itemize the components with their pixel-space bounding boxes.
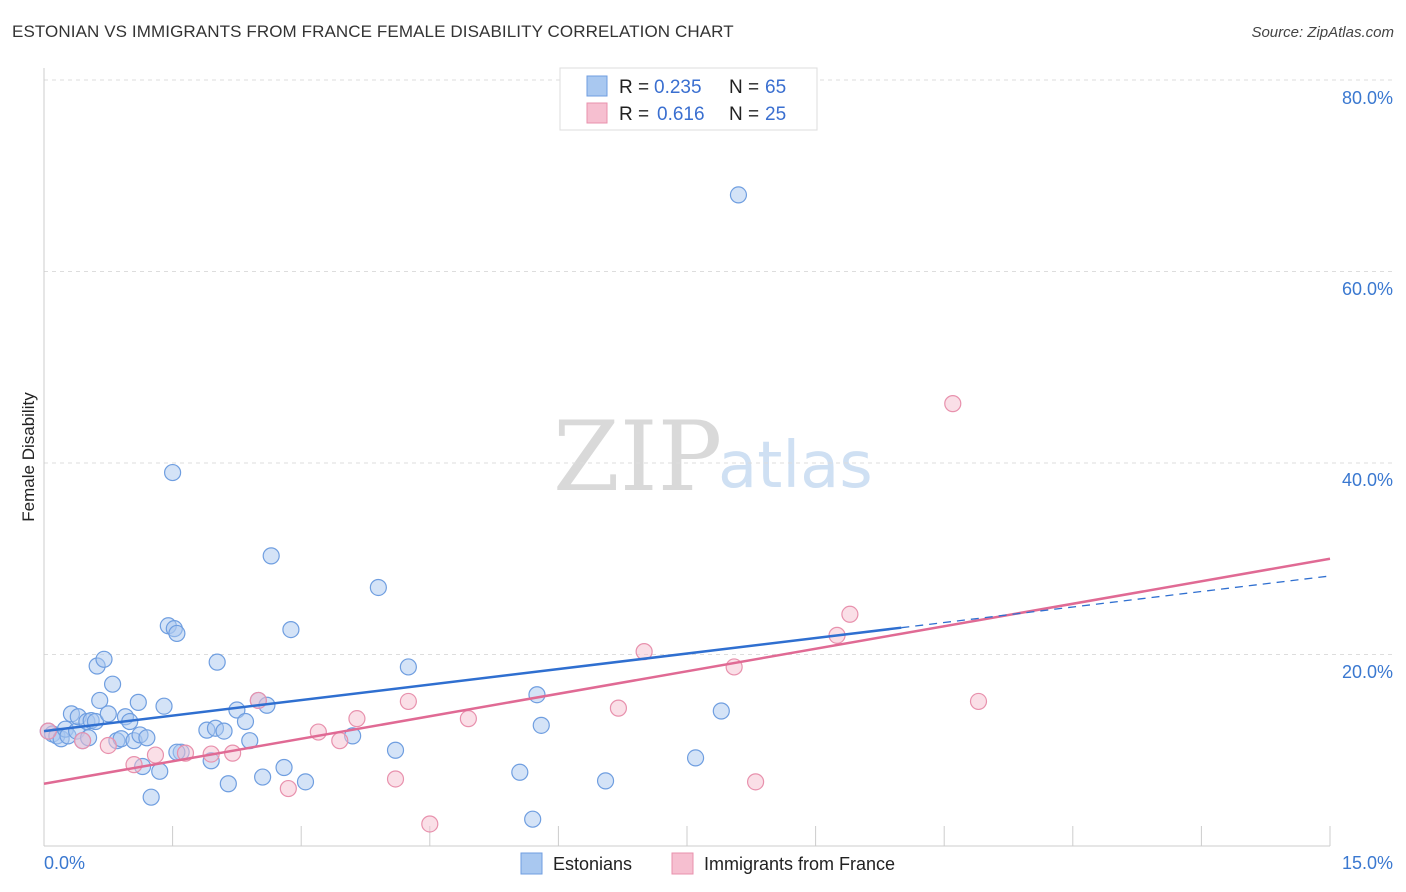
estonians-point-39 xyxy=(208,653,226,671)
legend-r-value-estonians: 0.235 xyxy=(654,77,702,98)
bottom-legend-swatch-france xyxy=(671,852,694,875)
estonians-point-57 xyxy=(524,810,542,828)
legend-r-value-france: 0.616 xyxy=(657,104,705,125)
estonians-point-30 xyxy=(155,697,173,715)
france-point-23 xyxy=(944,395,962,413)
estonians-point-41 xyxy=(219,775,237,793)
estonians-point-17 xyxy=(99,705,117,723)
y-tick-label-80: 80.0% xyxy=(1342,88,1393,108)
y-tick-labels: 80.0% 60.0% 40.0% 20.0% xyxy=(1342,88,1393,682)
estonians-point-61 xyxy=(686,749,705,767)
source-label: Source: ZipAtlas.com xyxy=(1251,24,1394,41)
france-point-15 xyxy=(421,815,439,833)
france-point-22 xyxy=(841,605,859,623)
bottom-legend-label-estonians: Estonians xyxy=(553,854,632,874)
bottom-legend-label-france: Immigrants from France xyxy=(704,854,895,874)
france-point-2 xyxy=(99,736,117,755)
estonians-point-43 xyxy=(236,712,255,731)
legend-box: R = 0.235 N = 65 R = 0.616 N = 25 xyxy=(559,67,818,131)
estonians-point-49 xyxy=(275,758,293,777)
france-point-16 xyxy=(459,710,477,728)
france-point-7 xyxy=(224,744,242,762)
watermark-atlas: atlas xyxy=(718,429,873,503)
france-point-1 xyxy=(73,732,92,750)
trend-line-france xyxy=(43,557,1331,785)
trend-line-estonians-extension xyxy=(901,575,1331,629)
france-point-17 xyxy=(609,699,628,717)
chart-title: ESTONIAN VS IMMIGRANTS FROM FRANCE FEMAL… xyxy=(12,22,734,41)
y-tick-label-20: 20.0% xyxy=(1342,662,1393,682)
bottom-legend-swatch-estonians xyxy=(520,852,543,875)
y-tick-label-60: 60.0% xyxy=(1342,279,1393,299)
estonians-point-51 xyxy=(296,773,315,791)
estonians-point-58 xyxy=(528,686,546,704)
estonians-point-60 xyxy=(596,772,615,790)
estonians-point-56 xyxy=(511,763,529,781)
legend-n-label-estonians: N = xyxy=(729,77,759,98)
france-point-9 xyxy=(279,779,297,798)
france-point-14 xyxy=(399,692,417,711)
legend-n-label-france: N = xyxy=(729,104,759,125)
france-point-20 xyxy=(746,773,765,791)
y-tick-label-40: 40.0% xyxy=(1342,470,1393,490)
estonians-point-28 xyxy=(142,788,160,806)
x-tick-label-max: 15.0% xyxy=(1342,853,1393,873)
estonians-point-55 xyxy=(399,658,417,676)
legend-n-value-france: 25 xyxy=(765,104,786,125)
estonians-point-18 xyxy=(103,675,122,693)
estonians-point-27 xyxy=(138,729,156,747)
legend-n-value-estonians: 65 xyxy=(765,77,786,98)
france-point-12 xyxy=(348,710,366,728)
trend-line-estonians xyxy=(43,626,902,733)
legend-swatch-france xyxy=(586,102,608,124)
france-point-13 xyxy=(386,770,405,788)
estonians-point-59 xyxy=(532,716,550,734)
estonians-point-62 xyxy=(712,702,730,720)
legend-swatch-estonians xyxy=(586,75,608,97)
estonians-point-46 xyxy=(254,768,272,786)
x-tick-label-min: 0.0% xyxy=(44,853,85,873)
estonians-point-34 xyxy=(168,624,186,643)
estonians-point-48 xyxy=(262,547,280,565)
watermark-zip: ZIP xyxy=(553,401,722,513)
estonians-point-15 xyxy=(91,691,109,710)
estonians-point-24 xyxy=(129,693,147,711)
france-point-24 xyxy=(969,692,988,711)
france-point-11 xyxy=(331,732,349,750)
estonians-point-50 xyxy=(282,621,300,639)
grid-lines xyxy=(44,79,1393,655)
bottom-legend: Estonians Immigrants from France xyxy=(520,852,895,875)
estonians-point-40 xyxy=(215,722,233,740)
estonians-point-54 xyxy=(386,741,405,759)
y-axis-label: Female Disability xyxy=(19,392,38,522)
legend-r-label-france: R = xyxy=(619,104,649,125)
x-axis-ticks xyxy=(172,826,1331,846)
france-point-4 xyxy=(146,746,165,764)
estonians-point-32 xyxy=(164,463,182,482)
estonians-point-16 xyxy=(95,650,113,668)
estonians-point-53 xyxy=(369,578,387,597)
estonians-point-63 xyxy=(729,186,748,204)
legend-r-label-estonians: R = xyxy=(619,77,649,98)
